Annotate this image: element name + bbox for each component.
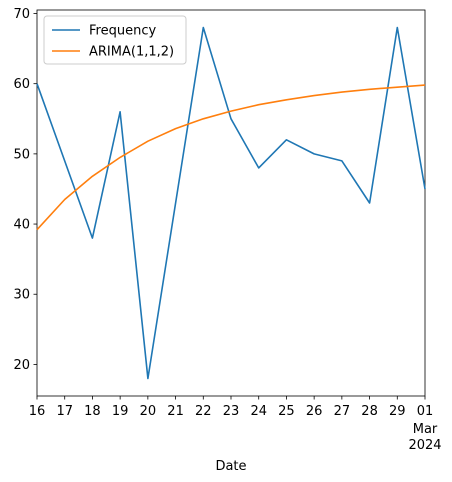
x-tick-label: 27 [334, 404, 351, 419]
series-line-frequency [36, 26, 426, 380]
x-tick-label: 28 [361, 404, 378, 419]
y-tick-label: 20 [13, 358, 30, 373]
x-tick-label: 18 [84, 404, 101, 419]
series-line-arima [36, 84, 426, 231]
x-tick-label: 26 [306, 404, 323, 419]
x-axis: 16 17 18 19 20 21 22 23 24 25 26 27 28 29 01 [29, 396, 434, 419]
x-tick-label: 19 [112, 404, 129, 419]
legend-label: Frequency [89, 24, 156, 39]
legend-box [43, 15, 187, 65]
x-axis-label: Date [215, 459, 246, 474]
x-tick-label: 16 [29, 404, 46, 419]
x-tick-label: 29 [389, 404, 406, 419]
x-tick-label: 17 [56, 404, 73, 419]
x-tick-label: 24 [250, 404, 267, 419]
y-tick-label: 50 [13, 147, 30, 162]
legend-label: ARIMA(1,1,2) [89, 45, 174, 60]
plot-area-border [36, 9, 426, 397]
plot-frame [36, 9, 426, 397]
x-tick-label: 25 [278, 404, 295, 419]
y-tick-label: 30 [13, 288, 30, 303]
y-tick-label: 70 [13, 7, 30, 22]
x-tick-sublabel-year: 2024 [408, 438, 441, 453]
x-tick-label: 21 [167, 404, 184, 419]
legend: Frequency ARIMA(1,1,2) [43, 15, 187, 65]
x-tick-label: 01 [417, 404, 434, 419]
y-tick-label: 40 [13, 218, 30, 233]
series-lines [36, 26, 426, 380]
x-tick-label: 23 [223, 404, 240, 419]
x-tick-sublabel-month: Mar [413, 422, 438, 437]
y-tick-label: 60 [13, 77, 30, 92]
x-tick-label: 20 [140, 404, 157, 419]
x-tick-label: 22 [195, 404, 212, 419]
y-axis: 20 30 40 50 60 70 [13, 7, 37, 373]
